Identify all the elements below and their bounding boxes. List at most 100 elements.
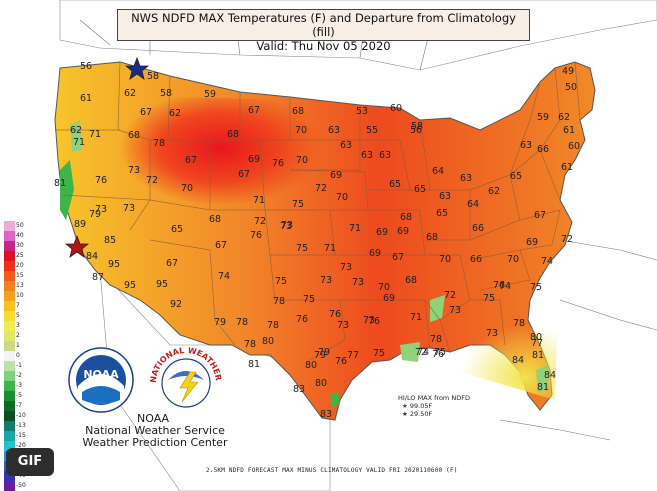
noaa-logo: NOAA: [68, 347, 134, 413]
legend-label: 2: [16, 332, 20, 339]
legend-swatch: [4, 351, 15, 361]
pacific-coast-green: [60, 160, 74, 220]
temperature-value: 71: [410, 312, 422, 323]
temperature-value: 95: [124, 280, 136, 291]
legend-swatch: [4, 231, 15, 241]
southeast-green-patches: [400, 295, 548, 392]
temperature-value: 84: [86, 251, 98, 262]
temperature-value: 78: [273, 296, 285, 307]
legend-label: -15: [16, 432, 26, 439]
temperature-value: 73: [128, 165, 140, 176]
temperature-value: 76: [272, 158, 284, 169]
temperature-value: 58: [160, 88, 172, 99]
temperature-value: 67: [185, 155, 197, 166]
temperature-value: 74: [218, 271, 230, 282]
temperature-value: 59: [204, 89, 216, 100]
temperature-value: 72: [561, 234, 573, 245]
legend-swatch: [4, 371, 15, 381]
temperature-value: 80: [262, 336, 274, 347]
temperature-value: 84: [512, 355, 524, 366]
legend-swatch: [4, 281, 15, 291]
hot-core-fill: [90, 95, 380, 260]
temperature-value: 60: [390, 103, 402, 114]
temperature-value: 73: [280, 221, 292, 232]
legend-label: -10: [16, 412, 26, 419]
temperature-value: 49: [562, 66, 574, 77]
temperature-value: 69: [397, 226, 409, 237]
agency-noaa-label: NOAA: [137, 412, 170, 425]
legend-swatch: [4, 401, 15, 411]
temperature-value: 78: [153, 138, 165, 149]
agency-wpc-label: Weather Prediction Center: [82, 436, 228, 449]
temperature-value: 64: [467, 199, 479, 210]
temperature-value: 63: [361, 150, 373, 161]
temperature-value: 75: [530, 282, 542, 293]
temperature-value: 72: [254, 216, 266, 227]
temperature-value: 79: [89, 209, 101, 220]
temperature-value: 61: [80, 93, 92, 104]
hilo-high-row: ★ 99.05F: [398, 402, 470, 410]
temperature-value: 89: [74, 219, 86, 230]
temperature-value: 67: [140, 107, 152, 118]
temperature-value: 79: [318, 347, 330, 358]
temperature-value: 68: [405, 275, 417, 286]
temperature-value: 67: [215, 240, 227, 251]
temperature-value: 73: [95, 204, 107, 215]
map-title-box: NWS NDFD MAX Temperatures (F) and Depart…: [117, 9, 530, 53]
temperature-value: 77: [531, 338, 543, 349]
temperature-value: 59: [537, 112, 549, 123]
temperature-value: 72: [315, 183, 327, 194]
agency-block: NOAA National Weather Service Weather Pr…: [75, 413, 235, 449]
temperature-value: 61: [561, 162, 573, 173]
temperature-value: 76: [329, 309, 341, 320]
temperature-value: 73: [337, 320, 349, 331]
temperature-value: 70: [295, 125, 307, 136]
temperature-value: 69: [248, 154, 260, 165]
temperature-value: 87: [92, 272, 104, 283]
temperature-value: 73: [320, 275, 332, 286]
gif-badge-button[interactable]: GIF: [6, 448, 54, 476]
temperature-value: 81: [537, 382, 549, 393]
temperature-value: 62: [70, 125, 82, 136]
temperature-value: 63: [340, 140, 352, 151]
hilo-low-value: 29.50F: [409, 410, 433, 418]
temperature-value: 62: [558, 112, 570, 123]
legend-label: 5: [16, 312, 20, 319]
temperature-value: 65: [510, 171, 522, 182]
temperature-value: 72: [146, 175, 158, 186]
temperature-value: 69: [376, 227, 388, 238]
temperature-value: 69: [369, 248, 381, 259]
legend-swatch: [4, 431, 15, 441]
temperature-value: 64: [432, 166, 444, 177]
legend-swatch: [4, 321, 15, 331]
temperature-value: 66: [470, 254, 482, 265]
temperature-value: 76: [432, 349, 444, 360]
legend-label: 13: [16, 282, 24, 289]
temperature-value: 78: [236, 317, 248, 328]
temperature-value: 71: [349, 223, 361, 234]
legend-label: -20: [16, 442, 26, 449]
temperature-value: 72: [444, 290, 456, 301]
temperature-value: 68: [209, 214, 221, 225]
temperature-value: 65: [389, 179, 401, 190]
temperature-value: 78: [267, 320, 279, 331]
temperature-value: 62: [488, 186, 500, 197]
temperature-value: 74: [499, 281, 511, 292]
temperature-value: 63: [328, 125, 340, 136]
temperature-value: 76: [250, 230, 262, 241]
map-title: NWS NDFD MAX Temperatures (F) and Depart…: [131, 11, 516, 39]
temperature-value: 75: [373, 348, 385, 359]
temperature-value: 73: [123, 203, 135, 214]
state-borders: [55, 61, 581, 361]
temperature-value: 85: [104, 235, 116, 246]
legend-swatch: [4, 291, 15, 301]
temperature-value: 78: [430, 334, 442, 345]
legend-label: 40: [16, 232, 24, 239]
temperature-value: 81: [54, 178, 66, 189]
temperature-value: 68: [400, 212, 412, 223]
legend-label: -50: [16, 482, 26, 489]
southeast-fill: [380, 250, 560, 400]
hilo-low-row: ★ 29.50F: [398, 410, 470, 418]
legend-swatch: [4, 311, 15, 321]
temperature-value: 73: [363, 315, 375, 326]
